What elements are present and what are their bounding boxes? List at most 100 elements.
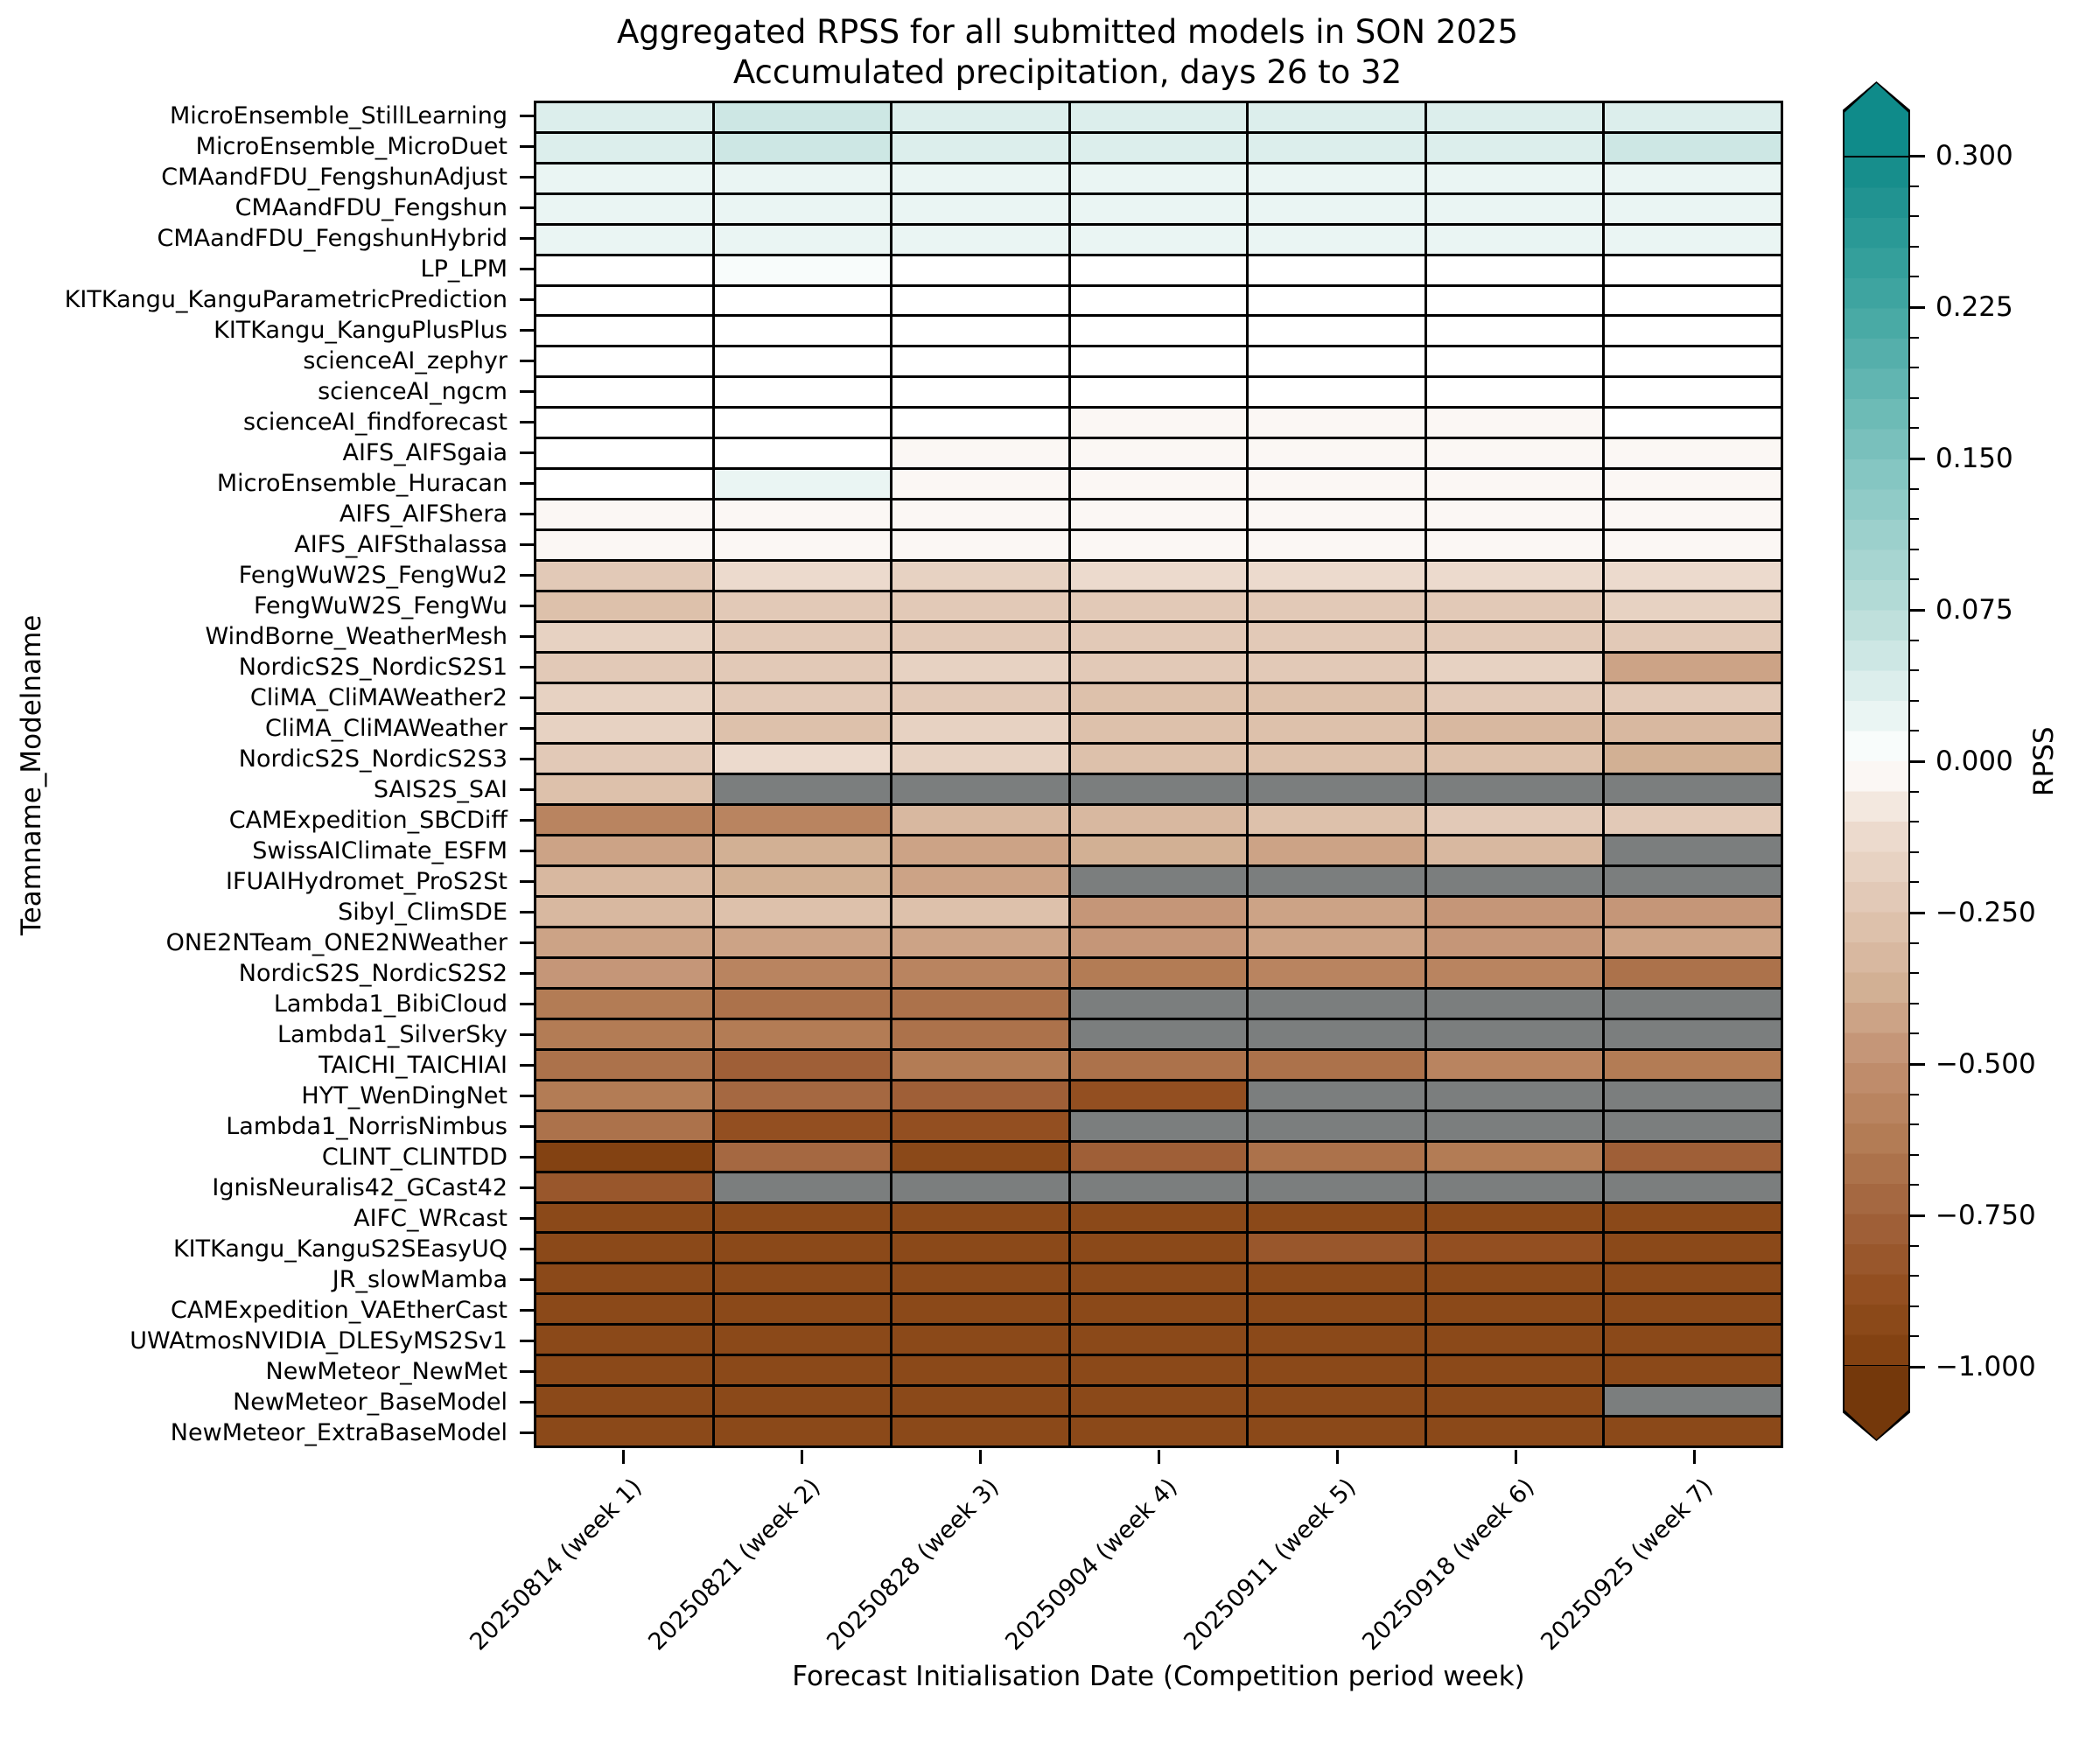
- heatmap-cell: [714, 470, 891, 498]
- heatmap-cell: [714, 347, 891, 376]
- heatmap-cell: [1070, 806, 1247, 835]
- heatmap-cell: [714, 1356, 891, 1385]
- heatmap-cell: [714, 653, 891, 682]
- heatmap-cell: [1426, 898, 1603, 927]
- heatmap-cell: [1249, 409, 1424, 438]
- y-tick-mark: [520, 635, 534, 638]
- heatmap-cell: [536, 530, 712, 559]
- colorbar-tick-label: 0.225: [1936, 291, 2013, 323]
- heatmap-cell: [714, 1172, 891, 1201]
- heatmap-cell: [1605, 898, 1781, 927]
- y-tick-mark: [520, 1278, 534, 1281]
- heatmap-cell: [536, 286, 712, 315]
- heatmap-cell: [1426, 133, 1603, 162]
- y-tick-mark: [520, 115, 534, 117]
- heatmap-cell: [892, 530, 1068, 559]
- heatmap-cell: [1605, 867, 1781, 896]
- heatmap-cell: [536, 409, 712, 438]
- colorbar-major-tick: [1910, 911, 1925, 914]
- colorbar-minor-tick: [1910, 336, 1919, 339]
- heatmap-cell: [1249, 1172, 1424, 1201]
- y-tick-mark: [520, 543, 534, 546]
- heatmap-cell: [1426, 561, 1603, 590]
- heatmap-cell: [536, 347, 712, 376]
- y-tick-label: KITKangu_KanguS2SEasyUQ: [172, 1235, 508, 1263]
- heatmap-cell: [1070, 867, 1247, 896]
- y-tick-mark: [520, 727, 534, 730]
- heatmap-cell: [1605, 470, 1781, 498]
- y-tick-label: ONE2NTeam_ONE2NWeather: [165, 928, 508, 956]
- heatmap-cell: [1605, 409, 1781, 438]
- heatmap-cell: [1426, 286, 1603, 315]
- heatmap-cell: [892, 1418, 1068, 1446]
- heatmap-cell: [1249, 1387, 1424, 1416]
- y-tick-label: Lambda1_SilverSky: [276, 1020, 508, 1048]
- x-tick-mark: [1692, 1450, 1696, 1464]
- y-tick-mark: [520, 145, 534, 148]
- heatmap-cell: [1070, 194, 1247, 223]
- heatmap-cell: [1605, 439, 1781, 468]
- colorbar-minor-tick: [1910, 639, 1919, 641]
- heatmap-cell: [1426, 806, 1603, 835]
- y-tick-mark: [520, 1370, 534, 1373]
- colorbar-minor-tick: [1910, 1124, 1919, 1126]
- heatmap-cell: [1070, 1142, 1247, 1171]
- heatmap-cell: [1070, 592, 1247, 620]
- y-tick-label: MicroEnsemble_MicroDuet: [195, 132, 508, 160]
- colorbar-minor-tick: [1910, 367, 1919, 369]
- heatmap-cell: [1249, 530, 1424, 559]
- heatmap-cell: [536, 836, 712, 865]
- heatmap-cell: [1249, 653, 1424, 682]
- x-tick-label: 20250925 (week 7): [1536, 1474, 1718, 1656]
- colorbar-minor-tick: [1910, 396, 1919, 399]
- heatmap-cell: [536, 745, 712, 774]
- heatmap-cell: [1249, 836, 1424, 865]
- colorbar-minor-tick: [1910, 1275, 1919, 1278]
- colorbar-major-tick: [1910, 760, 1925, 763]
- heatmap-cell: [1249, 806, 1424, 835]
- colorbar-minor-tick: [1910, 669, 1919, 672]
- heatmap-cell: [1249, 1418, 1424, 1446]
- y-tick-label: AIFS_AIFSgaia: [342, 438, 508, 466]
- colorbar-minor-tick: [1910, 730, 1919, 732]
- colorbar-major-tick: [1910, 608, 1925, 612]
- heatmap-cell: [892, 1019, 1068, 1048]
- colorbar-minor-tick: [1910, 1153, 1919, 1156]
- heatmap-cell: [1426, 164, 1603, 192]
- heatmap-cell: [892, 989, 1068, 1018]
- y-tick-label: NewMeteor_NewMet: [265, 1357, 508, 1385]
- heatmap-cell: [1070, 1203, 1247, 1232]
- heatmap-cell: [1605, 133, 1781, 162]
- y-tick-label: SwissAIClimate_ESFM: [252, 836, 508, 864]
- colorbar-minor-tick: [1910, 215, 1919, 218]
- heatmap-cell: [1426, 500, 1603, 528]
- heatmap-cell: [892, 928, 1068, 956]
- x-tick-label: 20250904 (week 4): [1000, 1474, 1183, 1656]
- heatmap-cell: [714, 103, 891, 131]
- heatmap-cell: [892, 225, 1068, 254]
- heatmap-cell: [714, 561, 891, 590]
- heatmap-cell: [1070, 317, 1247, 346]
- colorbar-minor-tick: [1910, 427, 1919, 430]
- heatmap-cell: [714, 378, 891, 407]
- heatmap-cell: [1249, 103, 1424, 131]
- y-tick-mark: [520, 1217, 534, 1220]
- heatmap-cell: [1249, 133, 1424, 162]
- y-tick-label: FengWuW2S_FengWu: [253, 592, 508, 620]
- heatmap-cell: [1605, 1326, 1781, 1354]
- heatmap-cell: [1426, 989, 1603, 1018]
- heatmap-cell: [714, 1264, 891, 1293]
- heatmap-cell: [536, 378, 712, 407]
- heatmap-cell: [892, 133, 1068, 162]
- y-tick-label: Lambda1_BibiCloud: [273, 990, 508, 1018]
- heatmap-cell: [892, 1234, 1068, 1263]
- heatmap-cell: [1070, 898, 1247, 927]
- heatmap-cell: [536, 1264, 712, 1293]
- x-tick-label: 20250911 (week 5): [1179, 1474, 1362, 1656]
- colorbar-axis-label: RPSS: [2028, 726, 2060, 796]
- colorbar-major-tick: [1910, 305, 1925, 309]
- y-tick-label: IFUAIHydromet_ProS2St: [225, 867, 508, 895]
- heatmap-cell: [1426, 1111, 1603, 1140]
- heatmap-cell: [536, 959, 712, 987]
- heatmap-cell: [536, 653, 712, 682]
